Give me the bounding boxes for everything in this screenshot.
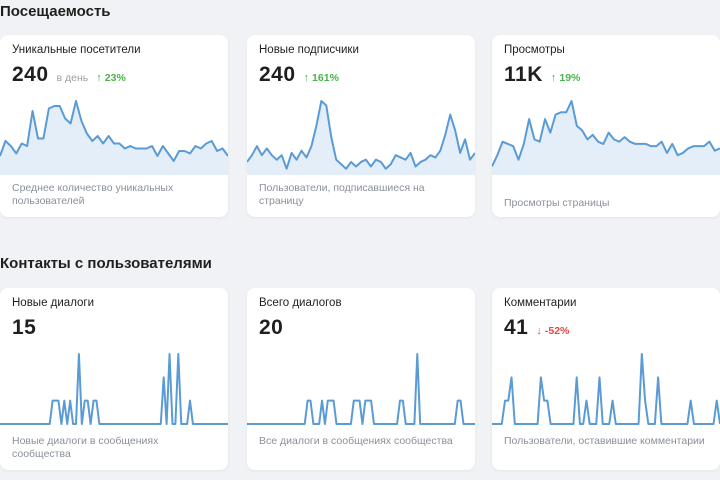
sparkline-chart [247, 95, 475, 175]
sparkline-area [0, 101, 228, 175]
card-title: Всего диалогов [259, 297, 342, 309]
sparkline-chart [492, 348, 720, 428]
arrow-down-icon: ↓ [536, 325, 542, 337]
sparkline-line [0, 354, 228, 424]
sparkline-line [247, 101, 475, 169]
card-description: Среднее количество уникальных пользовате… [12, 182, 174, 207]
card-views[interactable]: Просмотры 11K ↑ 19% Просмотры страницы [492, 35, 720, 217]
card-new-subscribers[interactable]: Новые подписчики 240 ↑ 161% Пользователи… [247, 35, 475, 217]
sparkline-area [247, 101, 475, 175]
metric-row: 240 в день ↑ 23% [12, 63, 126, 87]
card-total-dialogs[interactable]: Всего диалогов 20 Все диалоги в сообщени… [247, 288, 475, 470]
metric-value: 20 [259, 316, 284, 339]
card-description: Просмотры страницы [504, 197, 610, 209]
metric-unit: в день [56, 72, 89, 84]
metric-row: 41 ↓ -52% [504, 316, 569, 340]
delta-value: -52% [544, 325, 570, 337]
sparkline-area [492, 101, 720, 175]
sparkline-line [492, 101, 720, 166]
card-title: Новые подписчики [259, 44, 359, 56]
section-title-attendance: Посещаемость [0, 3, 111, 20]
card-title: Просмотры [504, 44, 565, 56]
metric-row: 11K ↑ 19% [504, 63, 580, 87]
metric-value: 240 [259, 63, 296, 86]
sparkline-chart [0, 348, 228, 428]
metric-value: 240 [12, 63, 49, 86]
metric-value: 41 [504, 316, 529, 339]
card-title: Уникальные посетители [12, 44, 141, 56]
card-new-dialogs[interactable]: Новые диалоги 15 Новые диалоги в сообщен… [0, 288, 228, 470]
arrow-up-icon: ↑ [96, 72, 102, 84]
arrow-up-icon: ↑ [550, 72, 557, 84]
delta-value: 23% [104, 72, 126, 84]
delta-badge: ↑ 161% [304, 72, 339, 84]
card-comments[interactable]: Комментарии 41 ↓ -52% Пользователи, оста… [492, 288, 720, 470]
metric-value: 15 [12, 316, 37, 339]
sparkline-chart [247, 348, 475, 428]
sparkline-line [0, 101, 228, 161]
metric-value: 11K [504, 63, 543, 86]
metric-row: 15 [12, 316, 36, 340]
arrow-up-icon: ↑ [303, 72, 310, 84]
metric-row: 20 [259, 316, 283, 340]
delta-badge: ↑ 23% [96, 72, 126, 84]
metric-row: 240 ↑ 161% [259, 63, 339, 87]
delta-badge: ↓ -52% [536, 325, 569, 337]
section-title-contacts: Контакты с пользователями [0, 255, 212, 272]
card-unique-visitors[interactable]: Уникальные посетители 240 в день ↑ 23% С… [0, 35, 228, 217]
card-description: Новые диалоги в сообщениях сообщества [12, 435, 159, 460]
delta-value: 161% [312, 72, 339, 84]
delta-badge: ↑ 19% [551, 72, 581, 84]
card-title: Комментарии [504, 297, 577, 309]
card-title: Новые диалоги [12, 297, 95, 309]
delta-value: 19% [559, 72, 581, 84]
sparkline-line [492, 354, 720, 424]
sparkline-line [247, 354, 475, 424]
card-description: Пользователи, оставившие комментарии [504, 435, 705, 447]
card-description: Пользователи, подписавшиеся на страницу [259, 182, 425, 207]
card-description: Все диалоги в сообщениях сообщества [259, 435, 453, 447]
sparkline-chart [0, 95, 228, 175]
sparkline-chart [492, 95, 720, 175]
